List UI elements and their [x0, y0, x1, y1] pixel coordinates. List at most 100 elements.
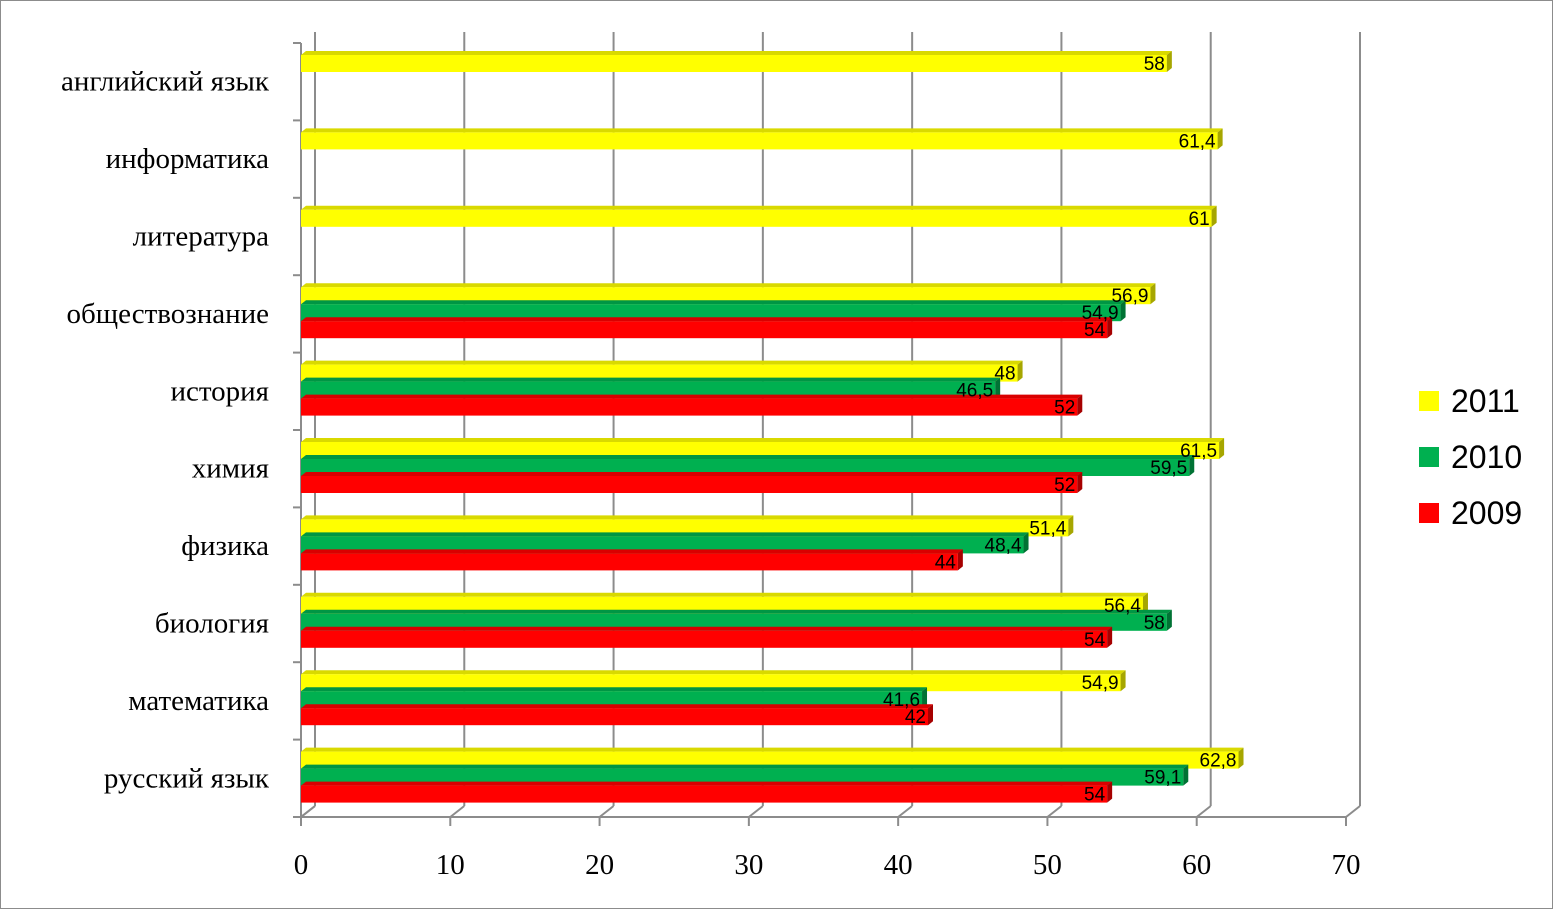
category-label: физика: [181, 530, 269, 562]
legend-label: 2010: [1451, 438, 1523, 475]
data-label: 54,9: [1082, 303, 1119, 324]
floor-corner: [300, 805, 316, 818]
bar-end-face: [1189, 455, 1195, 476]
category-label: математика: [128, 685, 269, 717]
category-label: информатика: [106, 143, 270, 175]
bar-end-face: [1107, 781, 1113, 803]
bar: [301, 751, 1239, 769]
bar-top-face: [301, 205, 1217, 210]
x-tick-label: 70: [1332, 849, 1361, 881]
bar-end-face: [1217, 128, 1223, 150]
legend-item-2010: 2010: [1419, 429, 1549, 485]
bar-top-face: [301, 670, 1126, 675]
bar-top-face: [301, 515, 1074, 520]
bar-end-face: [1142, 592, 1148, 614]
data-label: 54,9: [1082, 673, 1119, 694]
legend-swatch: [1419, 391, 1439, 411]
legend-swatch: [1419, 503, 1439, 523]
bar: [301, 476, 1078, 493]
bar-top-face: [301, 360, 1023, 365]
bar-top-face: [301, 472, 1083, 476]
floor-line: [1196, 805, 1212, 818]
data-label: 51,4: [1029, 518, 1066, 539]
x-tick-label: 50: [1033, 849, 1062, 881]
bar: [301, 132, 1218, 150]
x-tick-label: 10: [436, 849, 465, 881]
bar-top-face: [301, 764, 1189, 769]
data-label: 41,6: [883, 690, 920, 711]
bar-end-face: [928, 704, 933, 726]
bar-end-face: [1238, 747, 1244, 769]
bar-top-face: [301, 592, 1148, 597]
data-label: 48,4: [985, 535, 1022, 556]
label-layer: русский язык 62,8 59,1 54 математика 54,9 41,6…: [61, 54, 1236, 806]
bar-end-face: [1219, 438, 1225, 459]
bar-top-face: [301, 317, 1113, 322]
bar: [301, 691, 923, 709]
bar: [301, 613, 1167, 631]
category-label: русский язык: [104, 762, 270, 794]
bar-end-face: [1166, 51, 1172, 72]
bar-top-face: [301, 455, 1195, 459]
bar-end-face: [1017, 360, 1023, 382]
data-label: 48: [994, 364, 1015, 385]
bar: [301, 519, 1069, 537]
data-label: 54: [1084, 785, 1106, 806]
bar: [301, 553, 958, 571]
bar: [301, 209, 1212, 227]
floor-line: [748, 805, 764, 818]
category-label: химия: [192, 453, 269, 485]
grid-layer: [300, 32, 1361, 818]
x-tick-label: 60: [1182, 849, 1211, 881]
bar-top-face: [301, 377, 1001, 382]
bar: [301, 674, 1121, 692]
data-label: 54: [1084, 630, 1106, 651]
bar: [301, 381, 996, 399]
category-label: обществознание: [67, 298, 269, 330]
data-label: 46,5: [956, 381, 993, 402]
bar: [301, 768, 1184, 786]
x-tick-label: 20: [585, 849, 614, 881]
category-label: история: [170, 375, 269, 407]
floor-line: [897, 805, 913, 818]
category-label: литература: [133, 221, 269, 253]
bar-end-face: [1120, 300, 1126, 322]
bar-end-face: [1068, 515, 1074, 537]
legend-item-2009: 2009: [1419, 485, 1549, 541]
data-label: 61: [1189, 209, 1210, 230]
data-label: 52: [1054, 398, 1075, 419]
bar: [301, 708, 928, 726]
bar-end-face: [1077, 394, 1083, 416]
legend: 2011 2010 2009: [1419, 373, 1549, 541]
data-label: 58: [1144, 54, 1165, 75]
x-tick-label: 40: [884, 849, 913, 881]
bar: [301, 364, 1018, 382]
bar-top-face: [301, 626, 1113, 631]
bar-top-face: [301, 704, 933, 709]
data-label: 56,4: [1104, 596, 1141, 617]
category-label: биология: [155, 608, 269, 640]
bar-end-face: [995, 377, 1001, 399]
bar-end-face: [1150, 283, 1156, 305]
bar-end-face: [1107, 626, 1113, 648]
bar-end-face: [922, 687, 928, 709]
bar: [301, 785, 1108, 803]
bar: [301, 321, 1108, 339]
bar-end-face: [957, 549, 963, 571]
bar-end-face: [1183, 764, 1189, 786]
floor-line: [1046, 805, 1063, 818]
bar-layer: [301, 51, 1244, 803]
bar: [301, 596, 1143, 614]
legend-label: 2011: [1451, 382, 1520, 419]
bar-end-face: [1077, 472, 1083, 493]
data-label: 62,8: [1200, 751, 1237, 772]
bar-top-face: [301, 128, 1223, 133]
floor-line: [598, 805, 615, 818]
category-label: английский язык: [61, 66, 270, 98]
bar-top-face: [301, 51, 1172, 55]
data-label: 58: [1144, 613, 1165, 634]
data-label: 56,9: [1111, 286, 1148, 307]
data-label: 59,5: [1150, 458, 1187, 479]
bar: [301, 287, 1151, 305]
bar: [301, 304, 1121, 322]
